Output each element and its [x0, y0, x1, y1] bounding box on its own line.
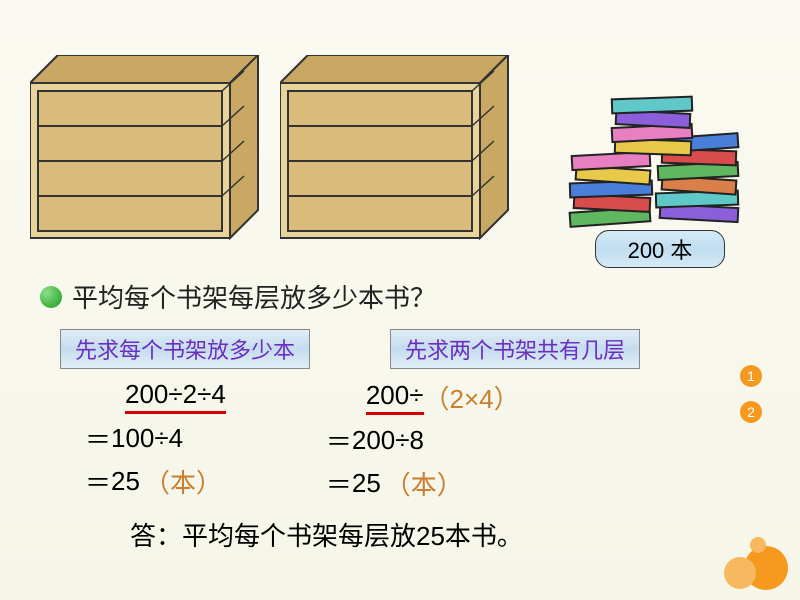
calc-right: 200÷（2×4） ＝200÷8 ＝25（本） — [326, 379, 520, 502]
eq: ＝ — [85, 463, 111, 500]
eq: ＝ — [85, 420, 111, 457]
calculations: 200÷2÷4 ＝100÷4 ＝25（本） 200÷（2×4） ＝200÷8 ＝… — [0, 369, 800, 502]
calc-right-3: 25 — [352, 468, 381, 499]
method-headers: 先求每个书架放多少本 先求两个书架共有几层 — [0, 323, 800, 369]
answer-text: 答：平均每个书架每层放25本书。 — [0, 502, 800, 553]
method-header-right: 先求两个书架共有几层 — [390, 329, 640, 369]
eq: ＝ — [326, 465, 352, 502]
bookshelf-2 — [280, 55, 510, 240]
bullet-icon — [40, 286, 62, 308]
unit: （本） — [385, 465, 463, 502]
count-badge-text: 200 本 — [628, 233, 693, 265]
calc-right-1b: （2×4） — [424, 379, 520, 416]
books-stack: 200 本 — [550, 80, 760, 240]
illustration-row: 200 本 — [0, 0, 800, 250]
question-text: 平均每个书架每层放多少本书？ — [72, 278, 436, 315]
badge-1[interactable]: 1 — [740, 365, 762, 387]
calc-left-1: 200÷2÷4 — [125, 379, 226, 414]
calc-right-1a: 200÷ — [366, 380, 424, 410]
side-badges: 1 2 — [740, 365, 762, 423]
count-badge: 200 本 — [595, 230, 725, 268]
calc-right-2: 200÷8 — [352, 425, 424, 456]
calc-left-3: 25 — [111, 466, 140, 497]
corner-decoration — [718, 535, 788, 590]
method-header-left: 先求每个书架放多少本 — [60, 329, 310, 369]
bookshelf-1 — [30, 55, 260, 240]
calc-left-2: 100÷4 — [111, 423, 183, 454]
calc-left: 200÷2÷4 ＝100÷4 ＝25（本） — [85, 379, 226, 502]
eq: ＝ — [326, 422, 352, 459]
badge-2[interactable]: 2 — [740, 401, 762, 423]
unit: （本） — [144, 463, 222, 500]
